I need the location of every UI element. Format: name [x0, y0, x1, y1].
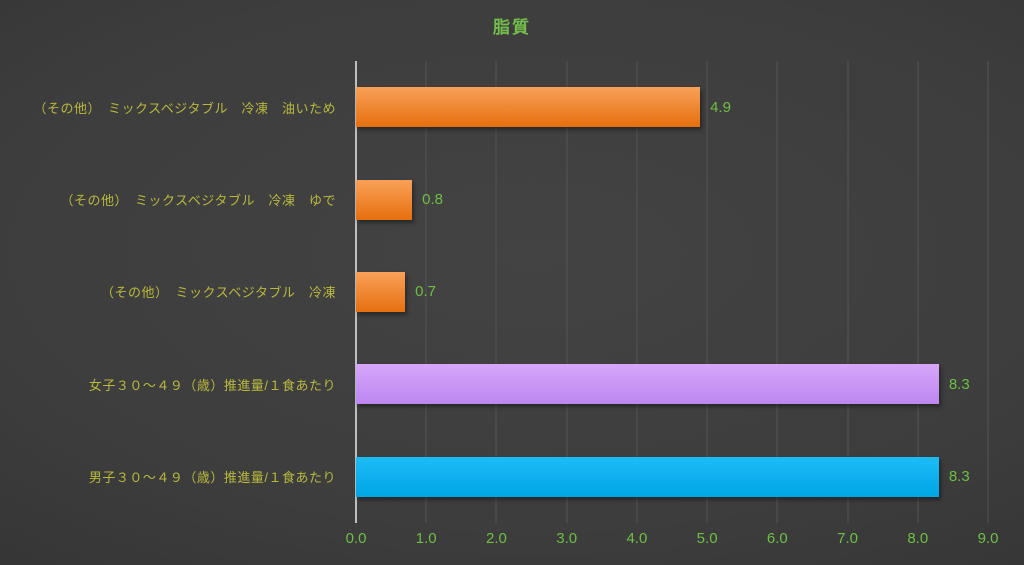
- category-label: （その他） ミックスベジタブル 冷凍: [101, 285, 336, 301]
- bar-value-label: 0.7: [415, 283, 436, 301]
- gridline: [917, 61, 919, 523]
- x-tick-label: 3.0: [556, 530, 578, 547]
- x-tick-label: 1.0: [415, 530, 437, 547]
- gridline: [495, 61, 497, 523]
- x-axis-tick-labels: 0.0 1.0 2.0 3.0 4.0 5.0 6.0 7.0 8.0 9.0: [346, 530, 999, 550]
- chart-title: 脂質: [493, 18, 531, 37]
- bar-row: 0.8: [356, 153, 988, 245]
- gridline: [706, 61, 708, 523]
- bar-row: 8.3: [356, 431, 988, 523]
- x-tick-label: 6.0: [766, 530, 788, 547]
- bar-blue: [356, 456, 939, 497]
- bar-value-label: 0.8: [422, 191, 444, 209]
- category-label: 女子３０～４９（歳）推進量/１食あたり: [88, 377, 336, 393]
- x-tick-label: 9.0: [977, 530, 999, 547]
- gridline: [425, 61, 427, 523]
- category-label: （その他） ミックスベジタブル 冷凍 ゆで: [60, 193, 336, 209]
- x-tick-label: 8.0: [907, 530, 929, 547]
- bar-purple: [356, 364, 939, 405]
- category-label: 男子３０～４９（歳）推進量/１食あたり: [88, 470, 336, 486]
- bar-orange: [356, 179, 413, 220]
- gridline: [776, 61, 778, 523]
- gridline: [847, 61, 849, 523]
- gridline: [987, 61, 989, 523]
- bar-orange: [356, 271, 406, 312]
- x-tick-label: 2.0: [486, 530, 507, 547]
- x-tick-label: 0.0: [345, 530, 367, 547]
- bar-row: 0.7: [356, 246, 988, 338]
- plot-area: 4.9 0.8 0.7 8.3 8.3: [355, 61, 989, 523]
- category-axis-labels: （その他） ミックスベジタブル 冷凍 油いため （その他） ミックスベジタブル 冷…: [0, 61, 346, 523]
- bar-row: 8.3: [356, 338, 988, 430]
- category-label: （その他） ミックスベジタブル 冷凍 油いため: [33, 100, 336, 116]
- gridline: [636, 61, 638, 523]
- x-tick-label: 4.0: [626, 530, 648, 547]
- bar-orange: [356, 87, 701, 128]
- x-tick-label: 7.0: [837, 530, 858, 547]
- gridline: [566, 61, 568, 523]
- bar-value-label: 8.3: [948, 375, 970, 393]
- bar-row: 4.9: [356, 61, 988, 153]
- x-tick-label: 5.0: [696, 530, 718, 547]
- bar-value-label: 8.3: [948, 468, 970, 486]
- bar-value-label: 4.9: [710, 98, 731, 116]
